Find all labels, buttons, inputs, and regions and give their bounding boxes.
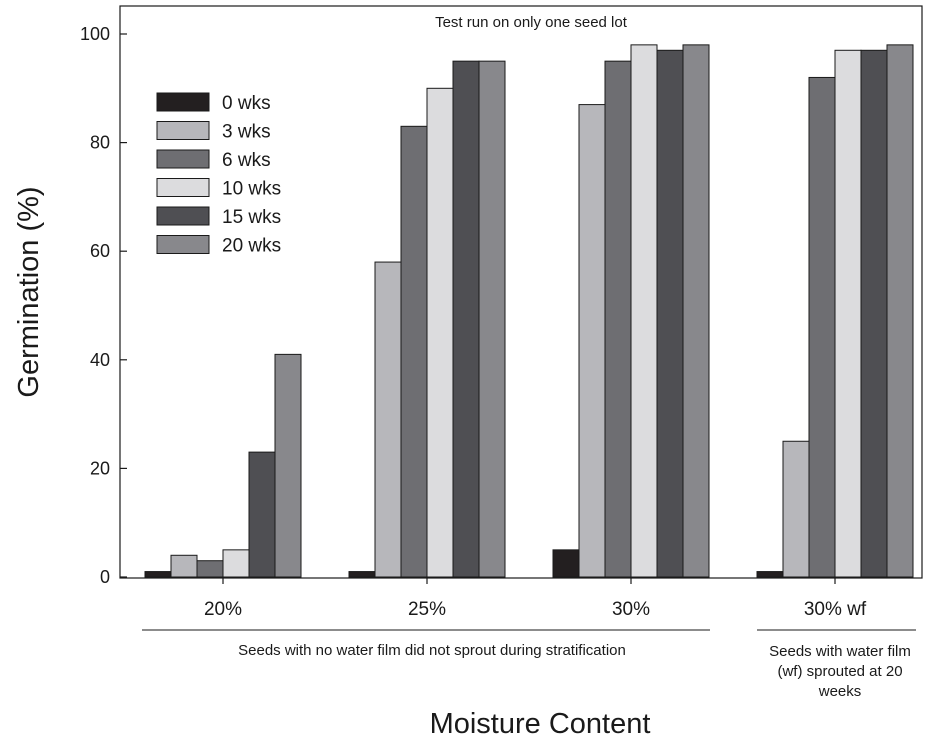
legend-label: 20 wks xyxy=(222,236,281,257)
bar xyxy=(782,440,810,578)
bar xyxy=(348,571,376,578)
bar xyxy=(886,44,914,578)
bar xyxy=(656,49,684,578)
legend-swatch xyxy=(156,121,210,140)
x-axis: 20% 25% 30% 30% wf xyxy=(204,577,867,620)
bar xyxy=(578,104,606,578)
plot-frame xyxy=(119,5,923,579)
x-tick-label: 30% xyxy=(612,599,650,620)
y-tick-label: 60 xyxy=(90,241,110,261)
legend-swatch xyxy=(156,206,210,226)
x-axis-title: Moisture Content xyxy=(430,708,651,738)
bar xyxy=(400,125,428,578)
legend: 0 wks 3 wks 6 wks 10 wks 15 wks 20 wks xyxy=(156,92,281,257)
bar xyxy=(682,44,710,578)
bar xyxy=(552,549,580,578)
bar xyxy=(834,49,862,578)
group-note-1: Seeds with no water film did not sprout … xyxy=(238,642,626,659)
y-tick-label: 40 xyxy=(90,350,110,370)
x-tick-label: 30% wf xyxy=(804,599,867,620)
bar xyxy=(452,60,480,578)
group-note-2-line-1: Seeds with water film xyxy=(769,643,911,660)
bar xyxy=(170,554,198,578)
group-note-2-line-3: weeks xyxy=(818,683,862,700)
legend-label: 15 wks xyxy=(222,207,281,228)
bar xyxy=(808,76,836,578)
legend-swatch xyxy=(156,178,210,197)
y-axis: 0 20 40 60 80 100 xyxy=(80,24,127,587)
y-tick-label: 100 xyxy=(80,24,110,44)
bar xyxy=(426,87,454,578)
bar xyxy=(630,44,658,578)
bar xyxy=(274,353,302,578)
y-tick-label: 20 xyxy=(90,458,110,478)
bar xyxy=(604,60,632,578)
bar xyxy=(478,60,506,578)
bar xyxy=(756,571,784,578)
legend-label: 10 wks xyxy=(222,179,281,200)
legend-label: 0 wks xyxy=(222,93,271,114)
bar xyxy=(222,549,250,578)
bar xyxy=(860,49,888,578)
y-tick-label: 80 xyxy=(90,133,110,153)
y-tick-label: 0 xyxy=(100,567,110,587)
legend-label: 6 wks xyxy=(222,150,271,171)
x-tick-label: 25% xyxy=(408,599,446,620)
legend-swatch xyxy=(156,235,210,254)
bars xyxy=(144,44,914,578)
bar xyxy=(248,451,276,578)
bar xyxy=(374,261,402,578)
legend-swatch xyxy=(156,149,210,169)
group-note-2-line-2: (wf) sprouted at 20 xyxy=(777,663,902,680)
x-tick-label: 20% xyxy=(204,599,242,620)
bar xyxy=(196,560,224,578)
top-annotation: Test run on only one seed lot xyxy=(435,14,628,31)
y-axis-title: Germination (%) xyxy=(13,186,45,397)
bar xyxy=(144,571,172,578)
legend-label: 3 wks xyxy=(222,122,271,143)
legend-swatch xyxy=(156,92,210,112)
